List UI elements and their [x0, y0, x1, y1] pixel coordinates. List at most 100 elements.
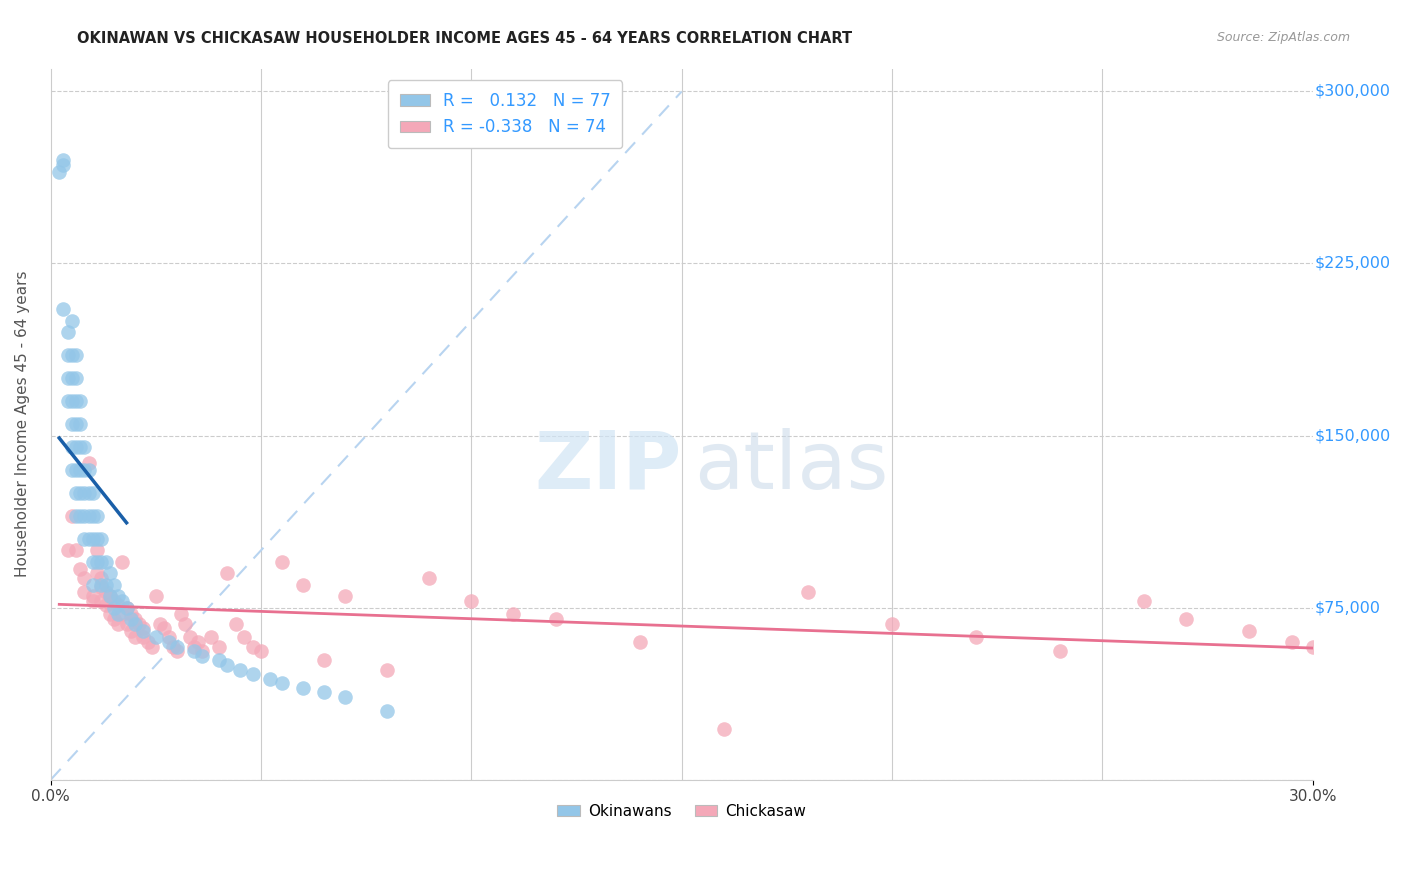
Point [880, 616, 903, 631]
Point [73, 440, 96, 454]
Point [107, 607, 129, 622]
Point [103, 577, 125, 591]
Point [132, 621, 155, 635]
Point [132, 624, 155, 638]
Point [217, 566, 239, 581]
Point [69, 394, 91, 409]
Point [77, 456, 100, 470]
Point [107, 599, 129, 613]
Text: Source: ZipAtlas.com: Source: ZipAtlas.com [1216, 31, 1350, 45]
Point [77, 486, 100, 500]
Point [60, 371, 83, 385]
Point [128, 616, 150, 631]
Text: $300,000: $300,000 [1315, 84, 1391, 99]
Point [86, 543, 108, 558]
Point [544, 612, 567, 626]
Point [1049, 644, 1071, 658]
Point [124, 616, 146, 631]
Point [65, 543, 87, 558]
Point [52, 158, 75, 172]
Point [60, 394, 83, 409]
Text: $225,000: $225,000 [1315, 256, 1391, 271]
Point [120, 612, 142, 626]
Point [418, 571, 440, 585]
Point [271, 676, 294, 690]
Point [98, 566, 121, 581]
Point [65, 486, 87, 500]
Point [65, 440, 87, 454]
Point [314, 685, 336, 699]
Point [170, 607, 193, 622]
Point [82, 486, 104, 500]
Point [1133, 593, 1156, 607]
Point [86, 508, 108, 523]
Point [69, 508, 91, 523]
Point [208, 640, 231, 654]
Point [103, 600, 125, 615]
Point [965, 631, 987, 645]
Point [107, 616, 129, 631]
Point [250, 644, 273, 658]
Point [77, 532, 100, 546]
Point [69, 463, 91, 477]
Point [217, 657, 239, 672]
Point [242, 667, 264, 681]
Point [145, 589, 167, 603]
Text: atlas: atlas [695, 428, 889, 506]
Point [107, 589, 129, 603]
Point [60, 417, 83, 431]
Point [73, 508, 96, 523]
Text: $75,000: $75,000 [1315, 600, 1381, 615]
Point [132, 631, 155, 645]
Point [153, 621, 176, 635]
Legend: Okinawans, Chickasaw: Okinawans, Chickasaw [551, 798, 813, 825]
Point [242, 640, 264, 654]
Point [797, 584, 820, 599]
Point [65, 371, 87, 385]
Point [292, 577, 315, 591]
Point [136, 635, 159, 649]
Point [73, 584, 96, 599]
Point [200, 631, 222, 645]
Point [60, 348, 83, 362]
Point [73, 532, 96, 546]
Point [191, 644, 214, 658]
Point [1302, 640, 1324, 654]
Point [90, 593, 112, 607]
Point [90, 577, 112, 591]
Point [233, 631, 256, 645]
Point [157, 635, 180, 649]
Point [90, 555, 112, 569]
Point [69, 561, 91, 575]
Point [77, 508, 100, 523]
Point [1281, 635, 1303, 649]
Point [82, 532, 104, 546]
Point [115, 600, 138, 615]
Point [314, 653, 336, 667]
Point [103, 612, 125, 626]
Point [86, 566, 108, 581]
Point [183, 644, 205, 658]
Point [713, 722, 735, 736]
Point [65, 508, 87, 523]
Point [73, 486, 96, 500]
Point [82, 577, 104, 591]
Point [259, 672, 281, 686]
Point [60, 440, 83, 454]
Point [94, 599, 117, 613]
Point [60, 508, 83, 523]
Point [73, 571, 96, 585]
Point [60, 463, 83, 477]
Point [98, 607, 121, 622]
Point [124, 612, 146, 626]
Point [187, 635, 209, 649]
Point [56, 326, 79, 340]
Point [65, 394, 87, 409]
Point [174, 616, 197, 631]
Point [628, 635, 651, 649]
Point [225, 616, 247, 631]
Point [56, 543, 79, 558]
Point [94, 577, 117, 591]
Point [335, 690, 357, 704]
Point [103, 593, 125, 607]
